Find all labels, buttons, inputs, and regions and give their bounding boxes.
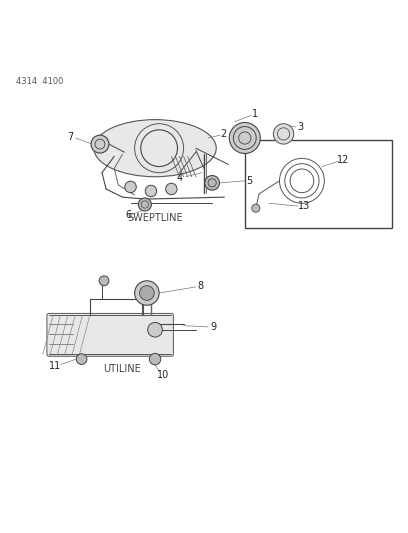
Circle shape — [229, 123, 260, 154]
Circle shape — [166, 183, 177, 195]
Circle shape — [135, 281, 159, 305]
Circle shape — [138, 198, 151, 211]
Text: 4: 4 — [176, 173, 183, 183]
Circle shape — [125, 181, 136, 192]
FancyBboxPatch shape — [47, 313, 173, 356]
Text: 13: 13 — [298, 201, 310, 211]
Bar — [245, 140, 392, 228]
Text: 7: 7 — [67, 132, 74, 142]
Circle shape — [205, 175, 220, 190]
Text: 3: 3 — [297, 122, 303, 132]
Circle shape — [252, 204, 260, 212]
Circle shape — [76, 354, 87, 365]
Text: 2: 2 — [220, 129, 227, 139]
Text: 12: 12 — [337, 155, 349, 165]
Circle shape — [148, 322, 162, 337]
Circle shape — [140, 286, 154, 301]
Text: 8: 8 — [197, 281, 204, 290]
Text: 11: 11 — [49, 361, 61, 370]
Text: UTILINE: UTILINE — [104, 365, 141, 374]
Text: 9: 9 — [210, 322, 216, 332]
Ellipse shape — [94, 119, 216, 177]
Text: 6: 6 — [125, 211, 132, 221]
Text: 5: 5 — [246, 176, 253, 186]
Text: 10: 10 — [157, 370, 169, 381]
Text: 4314  4100: 4314 4100 — [16, 77, 64, 86]
Text: 1: 1 — [252, 109, 258, 118]
Circle shape — [91, 135, 109, 153]
Circle shape — [273, 124, 294, 144]
Circle shape — [99, 276, 109, 286]
Circle shape — [149, 353, 161, 365]
Text: SWEPTLINE: SWEPTLINE — [127, 213, 183, 223]
Circle shape — [145, 185, 157, 197]
